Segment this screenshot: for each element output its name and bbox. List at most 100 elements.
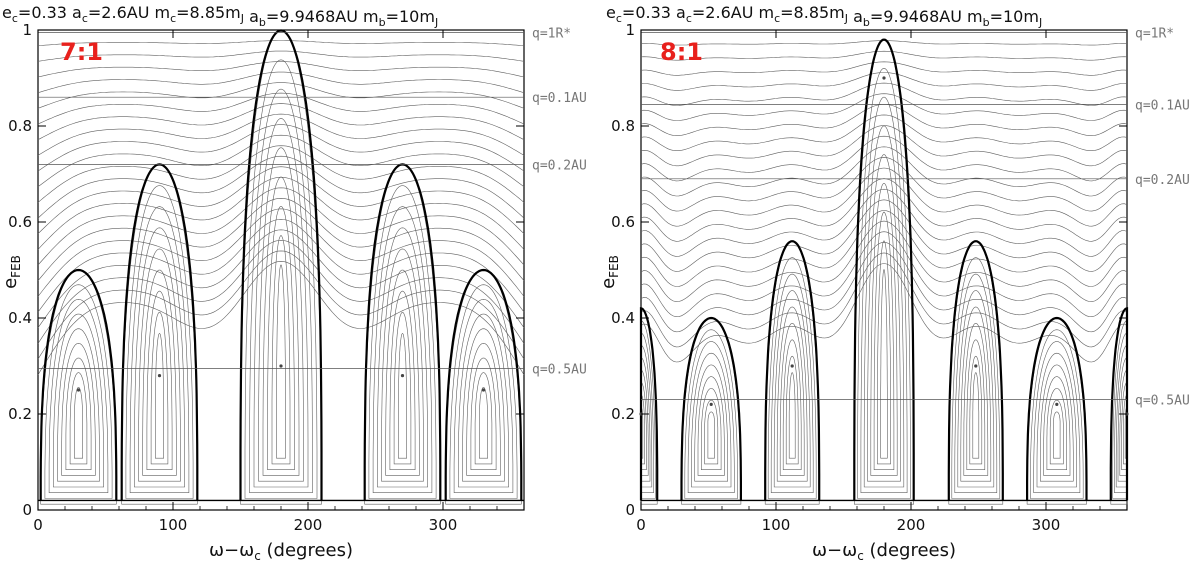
libration-contour — [271, 235, 291, 465]
circulation-contour — [37, 208, 525, 297]
separatrix — [947, 240, 1004, 501]
phase-contours — [37, 29, 525, 505]
separatrix — [239, 29, 323, 501]
libration-center — [157, 374, 162, 378]
libration-center — [882, 76, 886, 80]
libration-contour — [707, 411, 715, 459]
x-tick-label: 100 — [762, 516, 791, 534]
libration-contour — [53, 313, 104, 488]
libration-contour — [61, 342, 96, 476]
separatrix — [363, 163, 442, 501]
circulation-contour — [640, 199, 1128, 272]
x-axis-label: ω−ωc (degrees) — [812, 540, 956, 563]
libration-contour — [389, 290, 416, 470]
libration-contour — [782, 339, 802, 470]
pericenter-label: q=0.5AU — [532, 362, 587, 377]
circulation-contour — [37, 134, 525, 187]
libration-contour — [69, 372, 88, 465]
chart-title: ec=0.33 ac=2.6AU mc=8.85mJ ab=9.9468AU m… — [606, 3, 1042, 29]
libration-contour — [691, 352, 732, 488]
circulation-contour — [640, 125, 1128, 167]
libration-contour — [779, 322, 805, 476]
resonance-label: 8:1 — [660, 38, 703, 66]
libration-contour — [479, 386, 488, 459]
y-tick-label: 0.2 — [8, 405, 32, 423]
y-tick-label: 0.4 — [8, 309, 32, 327]
circulation-contour — [640, 114, 1128, 151]
y-tick-label: 0.4 — [611, 309, 635, 327]
libration-contour — [364, 164, 441, 505]
separatrix — [1109, 307, 1129, 501]
libration-center — [400, 374, 405, 378]
circulation-contour — [640, 146, 1128, 197]
libration-center — [481, 388, 486, 392]
circulation-contour — [640, 241, 1128, 333]
libration-contour — [963, 322, 989, 476]
y-tick-label: 0.2 — [611, 405, 635, 423]
libration-contour — [704, 399, 719, 465]
circulation-contour — [37, 155, 525, 219]
libration-contour — [1049, 399, 1064, 465]
y-tick-label: 0.6 — [611, 213, 635, 231]
libration-contour — [694, 364, 728, 482]
circulation-contour — [640, 82, 1128, 106]
circulation-contour — [37, 71, 525, 93]
libration-contour — [155, 333, 164, 459]
libration-contour — [1036, 352, 1077, 488]
x-tick-label: 100 — [159, 516, 188, 534]
circulation-contour — [37, 145, 525, 203]
libration-contour — [870, 182, 898, 476]
separatrix — [680, 316, 742, 501]
circulation-contour — [37, 92, 525, 125]
circulation-contour — [640, 72, 1128, 91]
libration-center — [279, 364, 283, 368]
circulation-contour — [640, 50, 1128, 61]
resonance-label: 7:1 — [60, 38, 103, 66]
libration-contour — [125, 185, 194, 499]
circulation-contour — [640, 252, 1128, 348]
separatrix — [444, 268, 523, 501]
circulation-contour — [37, 50, 525, 62]
libration-contour — [134, 227, 185, 488]
libration-contour — [466, 342, 501, 476]
libration-contour — [684, 329, 738, 499]
libration-contour — [1053, 411, 1061, 459]
y-tick-label: 1 — [625, 21, 635, 39]
x-tick-label: 200 — [897, 516, 926, 534]
chart-panel-8-1: ec=0.33 ac=2.6AU mc=8.85mJ ab=9.9468AU m… — [598, 3, 1190, 563]
libration-contour — [951, 257, 1001, 499]
libration-contour — [1033, 341, 1081, 493]
libration-contour — [474, 372, 493, 465]
libration-contour — [687, 341, 735, 493]
libration-contour — [1040, 364, 1074, 482]
circulation-contour — [640, 220, 1128, 302]
y-tick-label: 0 — [22, 501, 32, 519]
y-tick-label: 0.6 — [8, 213, 32, 231]
separatrix — [764, 240, 821, 501]
y-tick-label: 0 — [625, 501, 635, 519]
circulation-contour — [640, 210, 1128, 287]
y-tick-label: 0.8 — [8, 117, 32, 135]
circulation-contour — [640, 135, 1128, 182]
pericenter-lines: q=1R* q=0.1AU q=0.2AU q=0.5AU — [38, 26, 587, 377]
libration-contour — [249, 88, 313, 493]
title-text: ec=0.33 ac=2.6AU mc=8.85mJ ab=9.9468AU m… — [2, 3, 438, 29]
libration-contour — [966, 339, 986, 470]
libration-contour — [276, 264, 286, 459]
libration-contour — [150, 311, 169, 465]
axis-ticks: 0 100 200 300 0 0.2 0.4 0.6 0.8 1 — [611, 21, 1127, 534]
libration-contour — [146, 290, 173, 470]
axis-ticks: 0 100 200 300 0 0.2 0.4 0.6 0.8 1 — [8, 21, 524, 534]
libration-contour — [142, 269, 177, 476]
libration-contour — [767, 257, 817, 499]
circulation-contour — [37, 261, 525, 375]
libration-contour — [44, 284, 113, 499]
libration-contour — [701, 388, 722, 470]
circulation-contour — [37, 218, 525, 313]
libration-contour — [788, 372, 796, 459]
pericenter-label: q=1R* — [532, 26, 571, 41]
libration-contour — [385, 269, 420, 476]
pericenter-label: q=1R* — [1135, 26, 1174, 41]
circulation-contour — [37, 82, 525, 109]
circulation-contour — [37, 197, 525, 281]
